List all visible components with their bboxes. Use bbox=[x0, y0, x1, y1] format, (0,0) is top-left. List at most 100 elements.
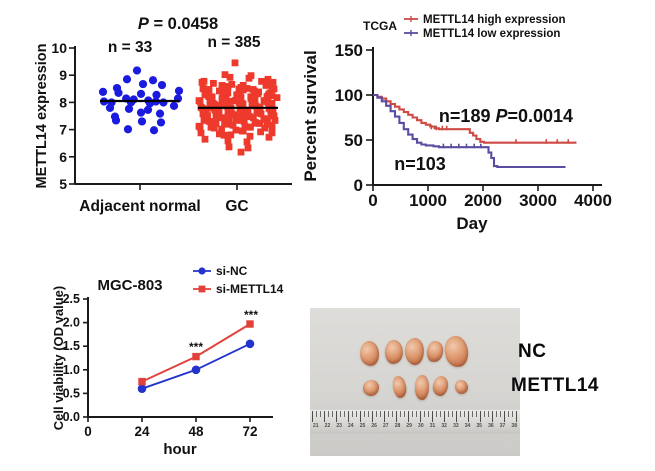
data-point bbox=[210, 124, 218, 132]
data-point bbox=[197, 129, 205, 137]
data-point bbox=[268, 125, 276, 133]
data-point bbox=[249, 114, 257, 122]
tumor-specimen-nc bbox=[358, 339, 381, 368]
data-point bbox=[198, 78, 206, 86]
y-axis-title: METTL14 expression bbox=[34, 43, 50, 188]
data-point bbox=[201, 105, 209, 113]
data-point bbox=[244, 108, 252, 116]
data-point bbox=[265, 133, 273, 141]
data-point bbox=[218, 114, 226, 122]
data-point bbox=[247, 123, 254, 131]
data-point bbox=[268, 92, 276, 100]
x-tick-label: 3000 bbox=[519, 191, 557, 210]
data-point bbox=[224, 137, 232, 145]
tumor-photo: 21 22 23 24 25 26 27 28 29 30 31 32 33 34 35 36 37 38 bbox=[310, 308, 520, 456]
km-annotation-high: n=189 P=0.0014 bbox=[439, 106, 573, 126]
data-point bbox=[98, 87, 108, 96]
data-point bbox=[157, 80, 167, 90]
tumor-specimen-mettl14 bbox=[391, 375, 408, 399]
y-tick-label: 6 bbox=[59, 149, 67, 165]
x-tick-label: 48 bbox=[188, 424, 204, 439]
data-point bbox=[232, 116, 240, 124]
y-tick-label: 9 bbox=[59, 67, 67, 83]
tumor-specimen-mettl14 bbox=[431, 375, 450, 397]
km-title: TCGA bbox=[363, 19, 397, 33]
data-point bbox=[256, 120, 263, 127]
legend-marker-simettl14 bbox=[198, 285, 206, 293]
data-point bbox=[159, 98, 168, 107]
ruler-number: 32 bbox=[441, 423, 447, 429]
data-point bbox=[231, 59, 239, 67]
data-point bbox=[246, 113, 254, 121]
data-point bbox=[218, 82, 226, 89]
panel-survival-curve: TCGA METTL14 high expression METTL14 low… bbox=[301, 14, 612, 233]
panel-tumor-photo: 21 22 23 24 25 26 27 28 29 30 31 32 33 34 35 36 37 38 NC … bbox=[300, 300, 655, 471]
category-label-normal: Adjacent normal bbox=[79, 198, 200, 215]
data-point bbox=[245, 339, 255, 349]
ruler-number: 35 bbox=[476, 423, 482, 429]
ruler-number: 31 bbox=[429, 423, 436, 429]
ruler-number: 21 bbox=[313, 423, 319, 429]
data-point bbox=[258, 77, 265, 85]
data-point bbox=[240, 118, 248, 125]
km-legend: METTL14 high expression METTL14 low expr… bbox=[404, 14, 566, 40]
panel-viability-chart: MGC-803 si-NC si-METTL14 2.5 2.0 1.5 1.0… bbox=[51, 264, 284, 458]
legend-label-simettl14: si-METTL14 bbox=[216, 282, 284, 296]
km-annotation-low: n=103 bbox=[394, 154, 446, 174]
data-point bbox=[221, 71, 229, 79]
y-tick-label: 7 bbox=[59, 122, 67, 138]
data-point bbox=[204, 112, 211, 120]
panel-scatter-plot: P = 0.0458 n = 33 n = 385 10 9 8 7 6 5 M… bbox=[34, 15, 292, 215]
ruler-number: 34 bbox=[464, 423, 471, 429]
x-tick-label: 1000 bbox=[409, 191, 447, 210]
data-point bbox=[244, 144, 252, 152]
x-axis-title: Day bbox=[456, 214, 488, 233]
data-point bbox=[212, 119, 220, 127]
data-point bbox=[149, 126, 159, 135]
ruler-number: 26 bbox=[371, 423, 377, 429]
ruler-number: 37 bbox=[499, 423, 506, 429]
data-point bbox=[241, 112, 249, 120]
data-point bbox=[225, 98, 233, 105]
ruler-number: 24 bbox=[348, 423, 354, 429]
ruler-number: 30 bbox=[418, 423, 424, 429]
y-tick-label: 0.5 bbox=[63, 386, 80, 400]
x-tick-label: 4000 bbox=[574, 191, 612, 210]
data-point bbox=[270, 85, 278, 93]
survival-curve bbox=[373, 93, 577, 144]
data-point bbox=[268, 121, 276, 129]
data-point bbox=[246, 132, 254, 140]
y-tick-label: 1.5 bbox=[63, 339, 80, 353]
ruler-number: 33 bbox=[453, 423, 459, 429]
data-point bbox=[138, 377, 146, 386]
y-tick-label: 5 bbox=[59, 176, 67, 192]
data-point bbox=[224, 83, 232, 90]
data-point bbox=[218, 125, 225, 133]
y-tick-label: 8 bbox=[59, 94, 67, 110]
data-point bbox=[261, 124, 269, 132]
legend-marker-sinc bbox=[198, 267, 206, 275]
data-point bbox=[152, 90, 161, 99]
y-tick-label: 10 bbox=[51, 40, 67, 56]
data-point bbox=[268, 129, 276, 137]
data-point bbox=[132, 66, 142, 75]
legend-label-high: METTL14 high expression bbox=[423, 14, 566, 26]
data-point bbox=[228, 80, 236, 88]
n-normal-label: n = 33 bbox=[108, 39, 153, 56]
data-point bbox=[196, 98, 204, 105]
data-point bbox=[201, 117, 209, 124]
data-point bbox=[251, 119, 259, 127]
data-point bbox=[243, 138, 251, 146]
tumor-specimen-nc bbox=[443, 334, 470, 369]
data-point bbox=[208, 94, 216, 101]
data-point bbox=[224, 120, 232, 128]
data-point bbox=[225, 116, 233, 123]
data-point bbox=[196, 123, 204, 131]
km-curves bbox=[373, 93, 577, 169]
ruler-number: 29 bbox=[406, 423, 412, 429]
y-tick-label: 2.5 bbox=[63, 292, 80, 306]
data-point bbox=[238, 127, 246, 135]
data-point bbox=[239, 86, 247, 94]
data-point bbox=[136, 89, 146, 98]
